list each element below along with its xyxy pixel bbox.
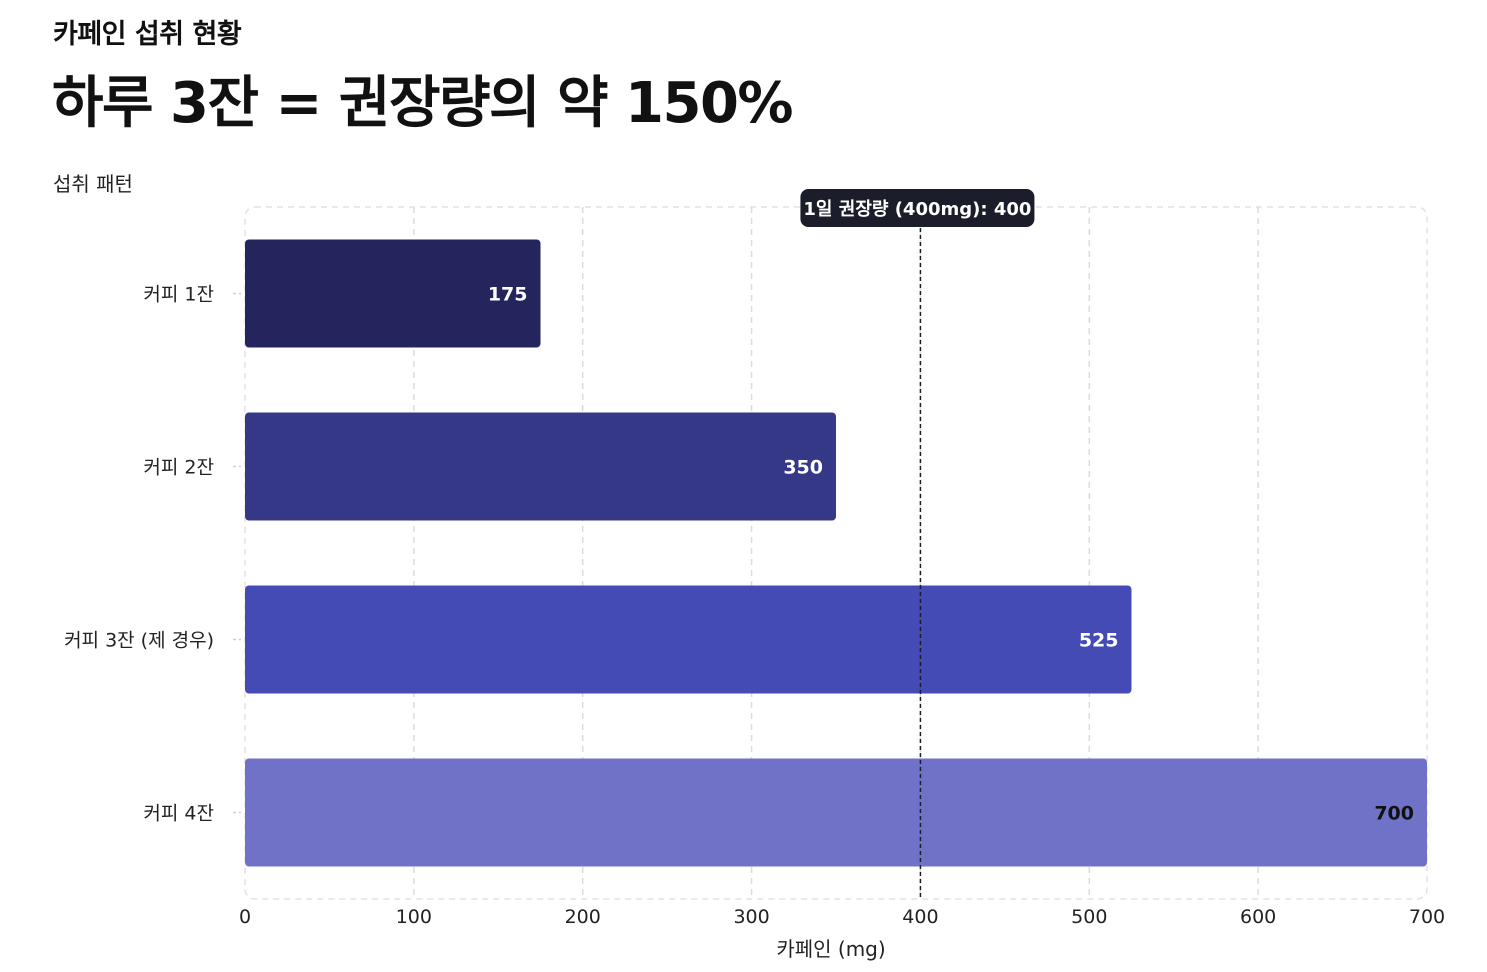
bar-value-label: 175 <box>488 284 528 306</box>
reference-label: 1일 권장량 (400mg): 400 <box>803 199 1031 220</box>
y-tick-label: 커피 1잔 <box>143 284 214 306</box>
chart-headline: 하루 3잔 = 권장량의 약 150% <box>52 71 794 136</box>
x-axis-title: 카페인 (mg) <box>776 937 885 961</box>
y-tick-label: 커피 4잔 <box>143 803 214 825</box>
bar <box>245 412 836 521</box>
bar-value-label: 525 <box>1079 630 1119 652</box>
bar <box>245 758 1427 867</box>
reference-label-badge <box>800 189 1035 227</box>
chart-section-label: 섭취 패턴 <box>53 172 133 196</box>
x-tick-label: 500 <box>1071 906 1107 928</box>
x-tick-label: 300 <box>733 906 769 928</box>
x-tick-label: 600 <box>1240 906 1276 928</box>
x-tick-label: 200 <box>565 906 601 928</box>
y-tick-label: 커피 3잔 (제 경우) <box>64 630 214 652</box>
x-tick-label: 100 <box>396 906 432 928</box>
bar <box>245 239 541 348</box>
x-tick-label: 400 <box>902 906 938 928</box>
chart-eyebrow: 카페인 섭취 현황 <box>53 19 242 50</box>
x-tick-label: 700 <box>1409 906 1445 928</box>
bar-value-label: 700 <box>1374 803 1414 825</box>
x-tick-label: 0 <box>239 906 251 928</box>
bar-value-label: 350 <box>783 457 823 479</box>
plot-frame <box>244 206 1428 900</box>
bar <box>245 585 1132 694</box>
y-tick-label: 커피 2잔 <box>143 457 214 479</box>
